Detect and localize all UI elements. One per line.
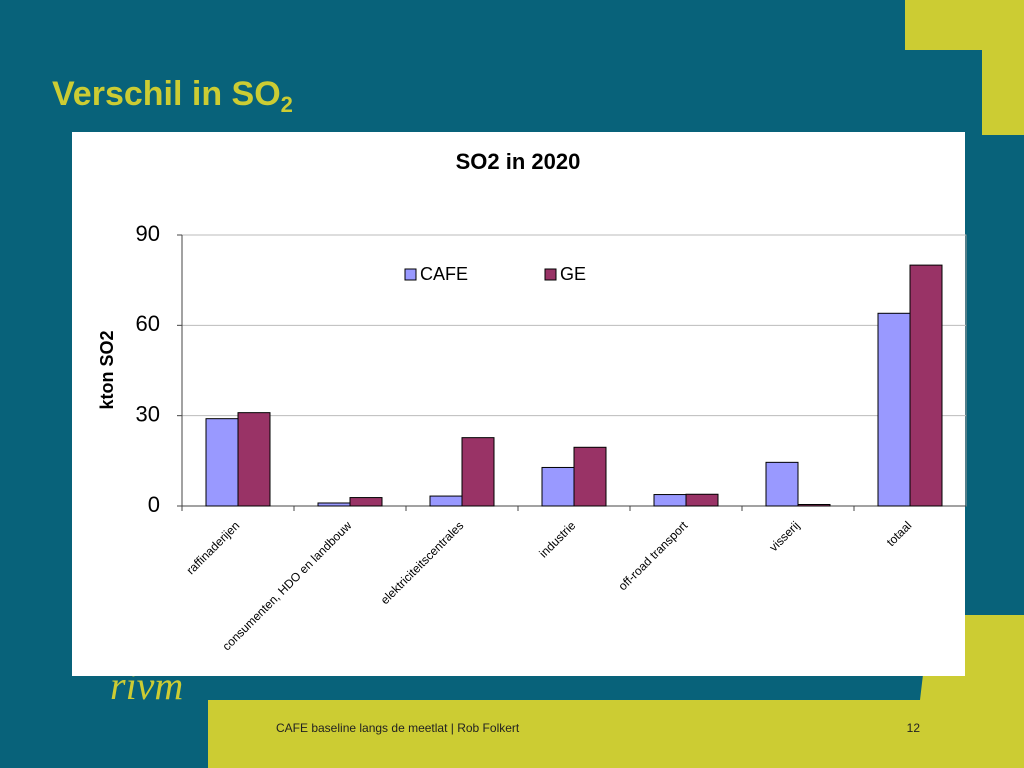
legend-swatch (544, 268, 557, 281)
title-text: Verschil in SO (52, 75, 281, 113)
title-subscript: 2 (281, 92, 293, 117)
chart-title: SO2 in 2020 (456, 149, 581, 174)
y-tick-label: 60 (136, 311, 160, 336)
bar (461, 437, 495, 507)
chart-box (72, 132, 965, 676)
slide-title: Verschil in SO2 (52, 75, 293, 117)
bar (429, 495, 463, 507)
legend-label: GE (560, 264, 586, 284)
y-tick-label: 30 (136, 401, 160, 426)
bar (797, 503, 831, 507)
footer: CAFE baseline langs de meetlat | Rob Fol… (276, 721, 520, 735)
footer-shape (208, 615, 1024, 768)
y-axis-label: kton SO2 (97, 330, 117, 409)
corner-shape (905, 0, 1024, 135)
page-number: 12 (907, 721, 921, 735)
bar (541, 466, 575, 507)
bar (205, 418, 239, 507)
legend-label: CAFE (420, 264, 468, 284)
y-tick-label: 0 (148, 492, 160, 517)
legend-swatch (404, 268, 417, 281)
bar (877, 312, 911, 507)
bar (573, 446, 607, 507)
bar (909, 264, 943, 507)
bar (653, 494, 687, 507)
bar (765, 461, 799, 507)
bar (237, 412, 271, 507)
bar (349, 497, 383, 507)
y-tick-label: 90 (136, 221, 160, 246)
bar (685, 493, 719, 507)
bar (317, 502, 351, 507)
